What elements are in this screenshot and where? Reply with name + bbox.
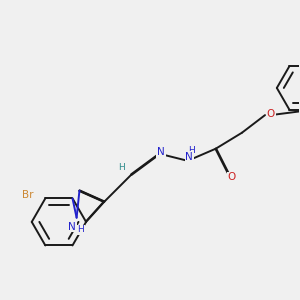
Text: H: H [188,146,195,155]
Text: Br: Br [22,190,34,200]
Text: N: N [157,147,165,157]
Text: O: O [228,172,236,182]
Text: H: H [77,225,84,234]
Text: N: N [68,222,76,232]
Text: O: O [267,109,275,118]
Text: H: H [118,163,124,172]
Text: N: N [185,152,193,162]
